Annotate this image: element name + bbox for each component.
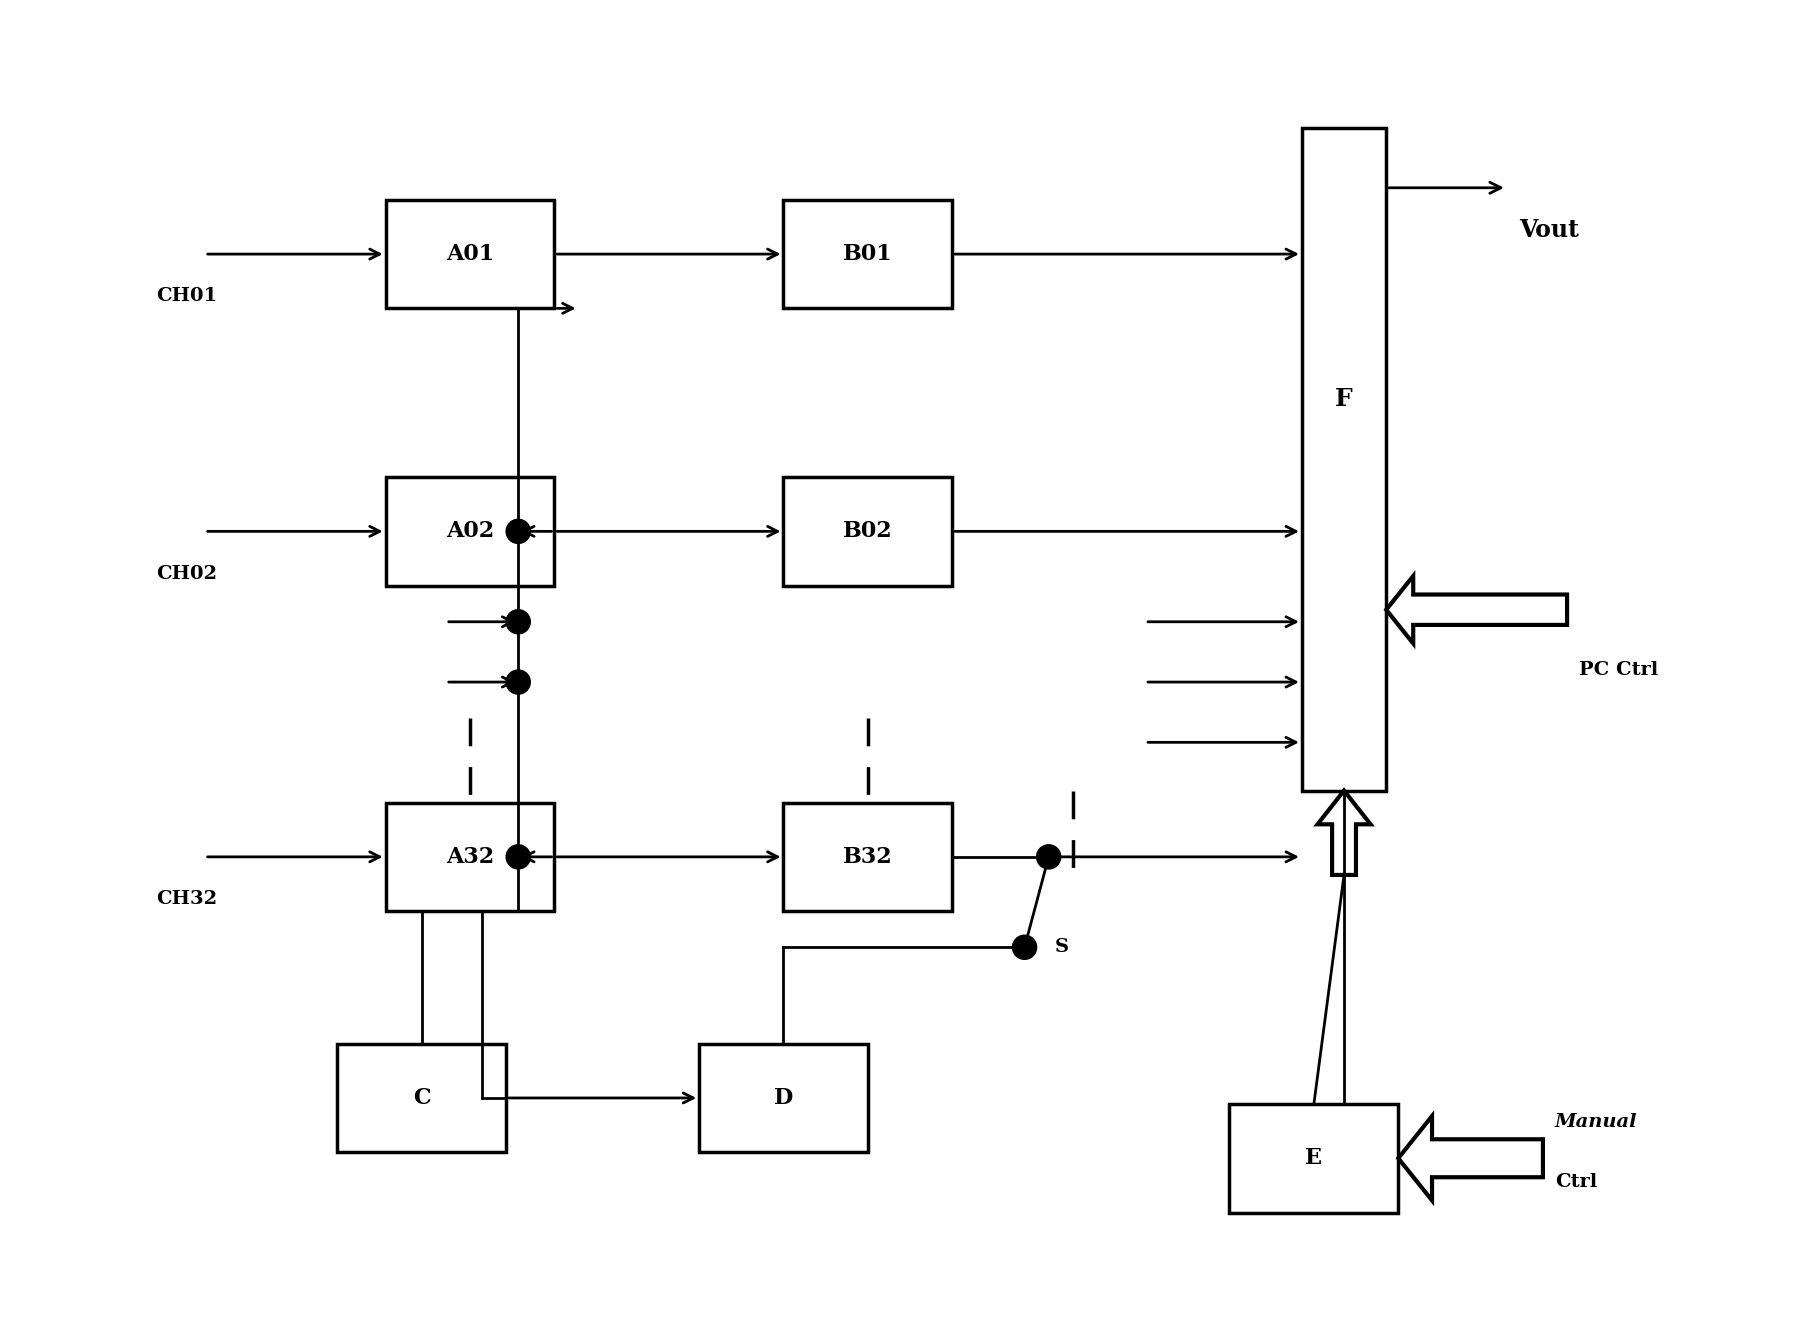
FancyBboxPatch shape: [338, 1044, 506, 1152]
Circle shape: [1035, 844, 1061, 868]
FancyBboxPatch shape: [1301, 127, 1386, 791]
FancyBboxPatch shape: [782, 200, 952, 308]
Text: B32: B32: [842, 846, 893, 868]
FancyBboxPatch shape: [699, 1044, 867, 1152]
Text: E: E: [1305, 1147, 1321, 1170]
Text: B01: B01: [842, 243, 893, 265]
FancyBboxPatch shape: [1229, 1104, 1397, 1213]
Circle shape: [506, 670, 529, 694]
Polygon shape: [1317, 791, 1370, 875]
Text: B02: B02: [842, 520, 893, 543]
Text: D: D: [773, 1087, 793, 1110]
Text: Vout: Vout: [1518, 218, 1578, 243]
Text: CH32: CH32: [157, 890, 217, 909]
Text: A01: A01: [446, 243, 493, 265]
Text: F: F: [1334, 387, 1352, 411]
Text: C: C: [412, 1087, 430, 1110]
Text: A32: A32: [446, 846, 493, 868]
Circle shape: [506, 520, 529, 544]
Text: S: S: [1053, 938, 1068, 957]
Polygon shape: [1397, 1116, 1541, 1201]
Circle shape: [506, 844, 529, 868]
FancyBboxPatch shape: [385, 477, 555, 586]
Circle shape: [506, 610, 529, 634]
Text: PC Ctrl: PC Ctrl: [1578, 661, 1657, 679]
FancyBboxPatch shape: [782, 477, 952, 586]
Text: A02: A02: [446, 520, 493, 543]
Text: CH01: CH01: [157, 287, 217, 306]
FancyBboxPatch shape: [782, 803, 952, 911]
Circle shape: [1012, 935, 1035, 959]
FancyBboxPatch shape: [385, 803, 555, 911]
Text: Ctrl: Ctrl: [1554, 1174, 1596, 1191]
Text: Manual: Manual: [1554, 1114, 1637, 1131]
Text: CH02: CH02: [157, 564, 217, 583]
Polygon shape: [1386, 576, 1567, 643]
FancyBboxPatch shape: [385, 200, 555, 308]
